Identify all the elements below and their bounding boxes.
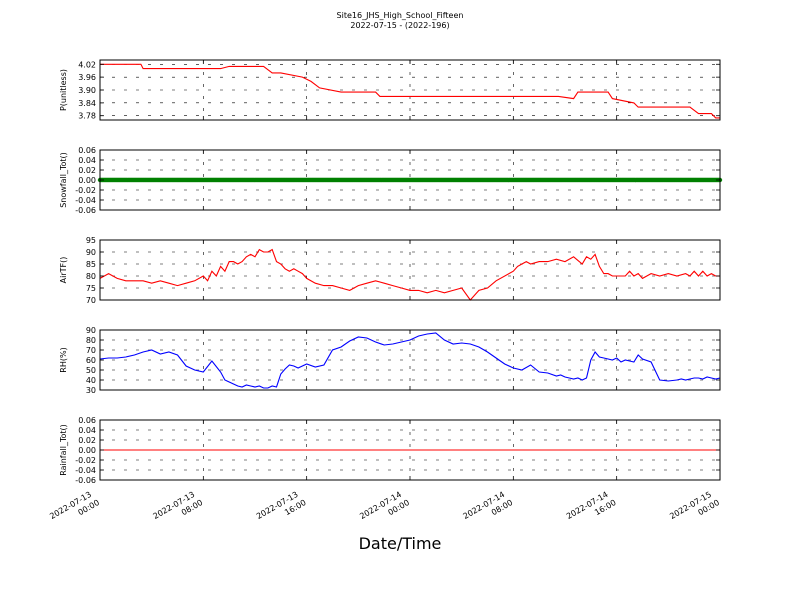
y-tick-label: 80 bbox=[86, 272, 96, 281]
y-tick-label: 0.04 bbox=[78, 426, 96, 435]
y-tick-label: 50 bbox=[86, 366, 96, 375]
y-tick-label: 90 bbox=[86, 326, 96, 335]
y-tick-label: -0.04 bbox=[75, 466, 96, 475]
y-axis-label: Snowfall_Tot() bbox=[59, 152, 68, 208]
series-line bbox=[99, 332, 721, 389]
y-tick-label: 80 bbox=[86, 336, 96, 345]
y-tick-label: 3.90 bbox=[78, 86, 96, 95]
y-tick-label: 0.00 bbox=[78, 446, 96, 455]
y-tick-label: 75 bbox=[86, 284, 96, 293]
y-tick-label: 70 bbox=[86, 346, 96, 355]
y-tick-label: 30 bbox=[86, 386, 96, 395]
x-axis-label: Date/Time bbox=[358, 534, 442, 553]
y-tick-label: 60 bbox=[86, 356, 96, 365]
y-tick-label: 3.84 bbox=[78, 99, 96, 108]
series-line bbox=[99, 248, 720, 301]
y-axis-label: Rainfall_Tot() bbox=[59, 424, 68, 476]
y-tick-label: -0.02 bbox=[75, 186, 96, 195]
y-tick-label: 90 bbox=[86, 248, 96, 257]
y-tick-label: 0.02 bbox=[78, 436, 96, 445]
y-axis-label: P(unitless) bbox=[59, 69, 68, 111]
chart-subtitle: 2022-07-15 - (2022-196) bbox=[350, 21, 450, 30]
y-tick-label: 85 bbox=[86, 260, 96, 269]
chart-title: Site16_JHS_High_School_Fifteen bbox=[336, 11, 464, 20]
y-axis-label: RH(%) bbox=[59, 347, 68, 372]
y-tick-label: 0.00 bbox=[78, 176, 96, 185]
y-tick-label: 0.06 bbox=[78, 416, 96, 425]
y-tick-label: -0.02 bbox=[75, 456, 96, 465]
y-tick-label: 95 bbox=[86, 236, 96, 245]
series-line bbox=[100, 63, 720, 119]
snowfall-markers bbox=[97, 177, 723, 183]
y-tick-label: 3.96 bbox=[78, 73, 96, 82]
y-tick-label: 40 bbox=[86, 376, 96, 385]
y-tick-label: -0.06 bbox=[75, 206, 96, 215]
y-axis-label: AirTF() bbox=[59, 257, 68, 284]
y-tick-label: 0.02 bbox=[78, 166, 96, 175]
y-tick-label: 70 bbox=[86, 296, 96, 305]
y-tick-label: 0.06 bbox=[78, 146, 96, 155]
y-tick-label: 4.02 bbox=[78, 60, 96, 69]
y-tick-label: 0.04 bbox=[78, 156, 96, 165]
y-tick-label: 3.78 bbox=[78, 112, 96, 121]
y-tick-label: -0.06 bbox=[75, 476, 96, 485]
y-tick-label: -0.04 bbox=[75, 196, 96, 205]
